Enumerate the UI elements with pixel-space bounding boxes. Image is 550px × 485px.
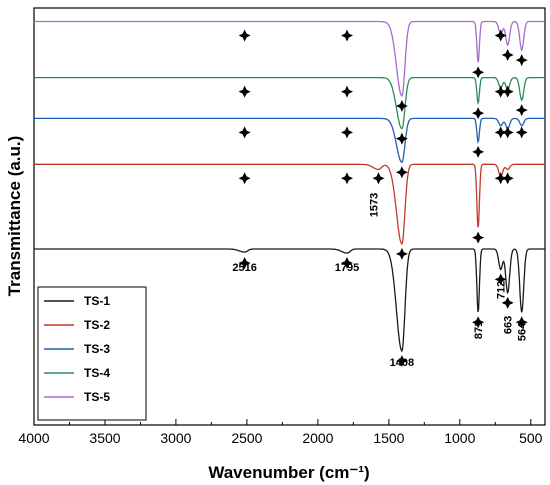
peak-marker-ts-4-871: [472, 107, 485, 120]
peak-marker-ts-4-1795: [341, 85, 353, 98]
peak-label-1795: 1795: [335, 262, 359, 274]
x-tick-label-2000: 2000: [302, 430, 333, 446]
legend-label-ts-1: TS-1: [84, 294, 110, 308]
x-tick-label-500: 500: [519, 430, 543, 446]
peak-marker-ts-2-712: [494, 172, 507, 185]
peak-marker-ts-5-564: [515, 54, 528, 67]
peak-marker-ts-2-1795: [341, 172, 353, 185]
peak-marker-ts-1-712: [494, 273, 507, 286]
peak-marker-ts-4-564: [515, 104, 528, 117]
x-tick-label-1000: 1000: [444, 430, 475, 446]
peak-label-1573: 1573: [369, 193, 381, 217]
series-line-ts-1: [34, 248, 545, 353]
peak-marker-ts-4-712: [494, 85, 507, 98]
peak-marker-ts-2-1408: [395, 247, 408, 260]
peak-label-712: 712: [496, 281, 508, 299]
peak-marker-ts-5-1408: [395, 100, 408, 112]
peak-marker-ts-3-564: [515, 126, 528, 139]
peak-marker-ts-5-1795: [341, 29, 353, 42]
peak-marker-ts-4-2516: [238, 85, 251, 98]
legend: TS-1 TS-2 TS-3 TS-4 TS-5: [37, 286, 147, 421]
peak-marker-ts-4-1408: [395, 132, 408, 145]
peak-marker-ts-1-2516: [238, 257, 251, 269]
series-line-ts-5: [34, 20, 545, 98]
peak-label-663: 663: [503, 316, 515, 334]
series-line-ts-2: [34, 163, 545, 245]
peak-marker-ts-4-663: [501, 85, 514, 98]
peak-marker-ts-1-1795: [341, 257, 353, 269]
peak-label-1408: 1408: [390, 357, 414, 369]
peak-marker-ts-5-2516: [238, 29, 251, 42]
peak-labels: 2516 1795 1573 1408 871 712 663 564: [232, 193, 528, 369]
plot-frame: [33, 7, 546, 426]
peak-marker-ts-3-712: [494, 126, 507, 139]
peak-marker-ts-1-1408: [395, 355, 408, 367]
peak-marker-ts-2-2516: [238, 172, 251, 185]
peak-marker-ts-3-871: [472, 145, 485, 158]
peak-marker-ts-1-871: [472, 316, 485, 329]
x-tick-label-4000: 4000: [18, 430, 49, 446]
peak-marker-ts-5-871: [472, 66, 485, 79]
x-axis: 4000 3500 3000 2500 2000 1500 1000 500: [18, 419, 543, 446]
peak-label-871: 871: [473, 321, 485, 339]
legend-label-ts-2: TS-2: [84, 318, 110, 332]
peak-markers: [238, 29, 528, 367]
x-axis-title: Wavenumber (cm⁻¹): [208, 463, 369, 482]
peak-label-564: 564: [517, 322, 529, 341]
peak-marker-ts-1-564: [515, 316, 528, 329]
peak-marker-ts-2-663: [501, 172, 514, 185]
y-axis-title: Transmittance (a.u.): [5, 136, 24, 297]
series-line-ts-3: [34, 117, 545, 164]
peak-marker-ts-3-1795: [341, 126, 353, 139]
series-group: [34, 20, 545, 353]
legend-label-ts-5: TS-5: [84, 390, 110, 404]
legend-box: [37, 286, 147, 421]
peak-marker-ts-3-663: [501, 126, 514, 139]
legend-label-ts-3: TS-3: [84, 342, 110, 356]
x-tick-label-2500: 2500: [231, 430, 262, 446]
peak-marker-ts-5-663: [501, 49, 514, 61]
peak-marker-ts-2-871: [472, 231, 485, 244]
peak-label-2516: 2516: [232, 262, 256, 274]
peak-marker-ts-3-1408: [395, 166, 408, 179]
peak-marker-ts-2-1573: [372, 172, 385, 185]
x-tick-label-3500: 3500: [89, 430, 120, 446]
legend-label-ts-4: TS-4: [84, 366, 110, 380]
peak-marker-ts-1-663: [501, 296, 514, 309]
peak-marker-ts-5-712: [494, 29, 507, 42]
peak-marker-ts-3-2516: [238, 126, 251, 139]
x-tick-label-3000: 3000: [160, 430, 191, 446]
series-line-ts-4: [34, 76, 545, 130]
x-tick-label-1500: 1500: [373, 430, 404, 446]
